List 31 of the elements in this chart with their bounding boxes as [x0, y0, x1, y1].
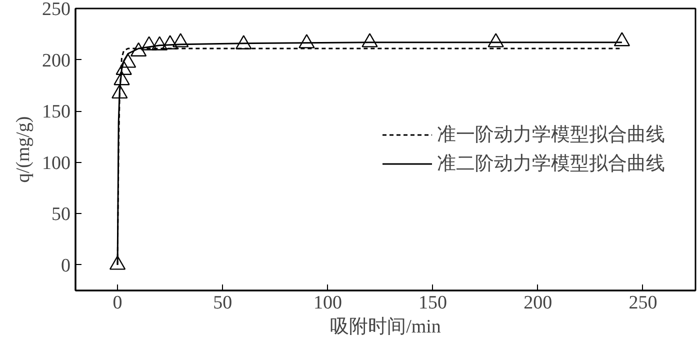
point	[114, 71, 130, 86]
y-tick-label: 150	[42, 102, 70, 123]
y-tick-label: 0	[61, 255, 70, 276]
point	[614, 32, 630, 46]
point	[298, 34, 315, 48]
y-axis-title: q/(mg/g)	[13, 116, 34, 183]
point	[162, 35, 178, 50]
x-axis-title: 吸附时间/min	[330, 316, 442, 338]
y-tick-label: 50	[52, 204, 70, 226]
point	[140, 36, 158, 50]
point	[151, 36, 168, 50]
point	[488, 33, 504, 48]
legend-label: 准二阶动力学模型拟合曲线	[437, 152, 665, 176]
y-tick-label: 100	[42, 152, 70, 174]
y-tick-label: 200	[42, 50, 70, 72]
point	[116, 60, 132, 75]
x-tick-label: 150	[418, 292, 448, 314]
point	[362, 33, 378, 48]
point	[130, 42, 147, 56]
x-tick-label: 250	[628, 292, 658, 314]
x-tick-label: 100	[313, 292, 342, 314]
x-tick-label: 50	[213, 292, 232, 314]
point	[120, 54, 136, 68]
y-tick-label: 250	[42, 0, 70, 20]
x-tick-label: 200	[524, 292, 552, 314]
point	[172, 33, 189, 48]
point	[109, 256, 126, 270]
legend-label: 准一阶动力学模型拟合曲线	[437, 124, 665, 148]
point	[112, 84, 128, 99]
x-tick-label: 0	[112, 292, 122, 314]
point	[236, 35, 252, 50]
